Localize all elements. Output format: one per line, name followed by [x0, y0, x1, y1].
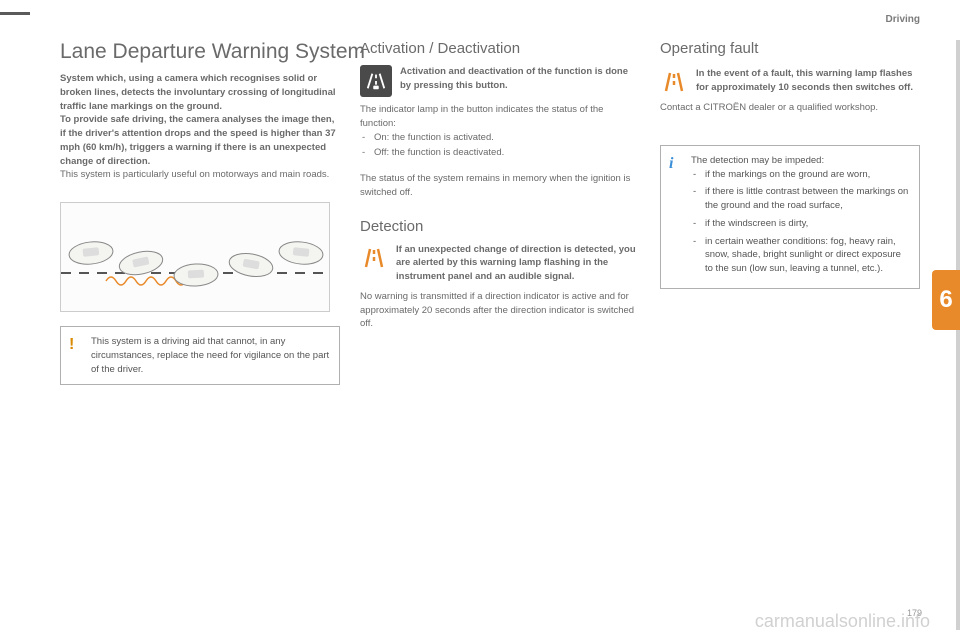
- watermark: carmanualsonline.info: [755, 611, 930, 632]
- info-callout-lead: The detection may be impeded:: [691, 154, 911, 168]
- info-icon: i: [669, 152, 673, 175]
- detection-text-1: If an unexpected change of direction is …: [396, 243, 640, 284]
- fault-section: Operating fault In the event of a fault,…: [660, 40, 920, 115]
- lane-diagram: [60, 202, 330, 312]
- activation-text-2: The indicator lamp in the button indicat…: [360, 103, 640, 131]
- fault-text-2: Contact a CITROËN dealer or a qualified …: [660, 101, 920, 115]
- activation-item-on: On: the function is activated.: [374, 131, 640, 145]
- column-1: Lane Departure Warning System System whi…: [60, 40, 340, 385]
- warning-callout: ! This system is a driving aid that cann…: [60, 326, 340, 385]
- column-3: Operating fault In the event of a fault,…: [660, 40, 920, 385]
- lane-button-icon: [360, 65, 392, 97]
- activation-text-1: Activation and deactivation of the funct…: [400, 65, 640, 97]
- detection-section: Detection If an unexpected change of dir…: [360, 218, 640, 332]
- chapter-tab: 6: [932, 270, 960, 330]
- activation-item-off: Off: the function is deactivated.: [374, 146, 640, 160]
- fault-heading: Operating fault: [660, 40, 920, 57]
- lane-warning-icon: [360, 243, 388, 271]
- intro-3: This system is particularly useful on mo…: [60, 168, 340, 182]
- page-content: Lane Departure Warning System System whi…: [60, 40, 920, 385]
- activation-list: On: the function is activated. Off: the …: [360, 131, 640, 161]
- detection-heading: Detection: [360, 218, 640, 235]
- left-accent-bar: [0, 12, 30, 15]
- intro-1: System which, using a camera which recog…: [60, 72, 340, 113]
- column-2: Activation / Deactivation Activation and…: [360, 40, 640, 385]
- info-item-0: if the markings on the ground are worn,: [705, 168, 911, 182]
- info-item-1: if there is little contrast between the …: [705, 185, 911, 213]
- fault-text-1: In the event of a fault, this warning la…: [696, 67, 920, 95]
- detection-text-2: No warning is transmitted if a direction…: [360, 290, 640, 331]
- info-item-2: if the windscreen is dirty,: [705, 217, 911, 231]
- exclamation-icon: !: [69, 333, 74, 356]
- activation-section: Activation / Deactivation Activation and…: [360, 40, 640, 200]
- activation-heading: Activation / Deactivation: [360, 40, 640, 57]
- section-label: Driving: [886, 14, 920, 25]
- lane-fault-icon: [660, 67, 688, 95]
- info-callout: i The detection may be impeded: if the m…: [660, 145, 920, 289]
- page-title: Lane Departure Warning System: [60, 40, 340, 64]
- activation-text-3: The status of the system remains in memo…: [360, 172, 640, 200]
- warning-callout-text: This system is a driving aid that cannot…: [91, 336, 329, 375]
- info-item-3: in certain weather conditions: fog, heav…: [705, 235, 911, 276]
- intro-2: To provide safe driving, the camera anal…: [60, 113, 340, 168]
- info-callout-list: if the markings on the ground are worn, …: [691, 168, 911, 276]
